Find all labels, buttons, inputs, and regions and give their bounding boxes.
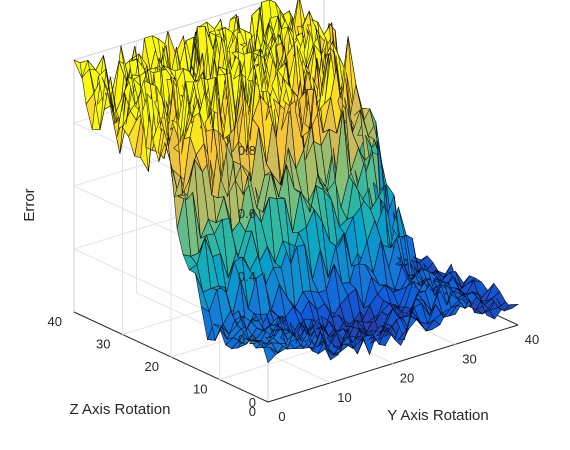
y-tick-label: 40: [48, 314, 62, 329]
y-tick-label: 20: [145, 359, 159, 374]
y-tick-label: 0: [249, 404, 256, 419]
y-tick-label: 10: [193, 382, 207, 397]
tick-labels: 0 0.2 0.4 0.6 0.8 0 10 20 30 40 0 10 20 30 40: [48, 143, 540, 424]
y-axis-label: Z Axis Rotation: [70, 401, 171, 418]
x-tick-label: 20: [400, 371, 414, 386]
z-tick-label: 0.6: [238, 206, 256, 221]
z-axis-label: Error: [21, 188, 38, 221]
z-tick-label: 0: [249, 395, 256, 410]
z-tick-label: 0.4: [238, 269, 256, 284]
x-tick-label: 30: [462, 351, 476, 366]
x-tick-label: 0: [278, 409, 285, 424]
x-tick-label: 40: [525, 332, 539, 347]
z-tick-label: 0.2: [238, 332, 256, 347]
z-tick-label: 0.8: [238, 143, 256, 158]
error-surface: [73, 0, 520, 364]
y-tick-label: 30: [96, 337, 110, 352]
x-axis-label: Y Axis Rotation: [387, 407, 488, 424]
surface-patch: [503, 303, 520, 312]
x-tick-label: 10: [337, 390, 351, 405]
